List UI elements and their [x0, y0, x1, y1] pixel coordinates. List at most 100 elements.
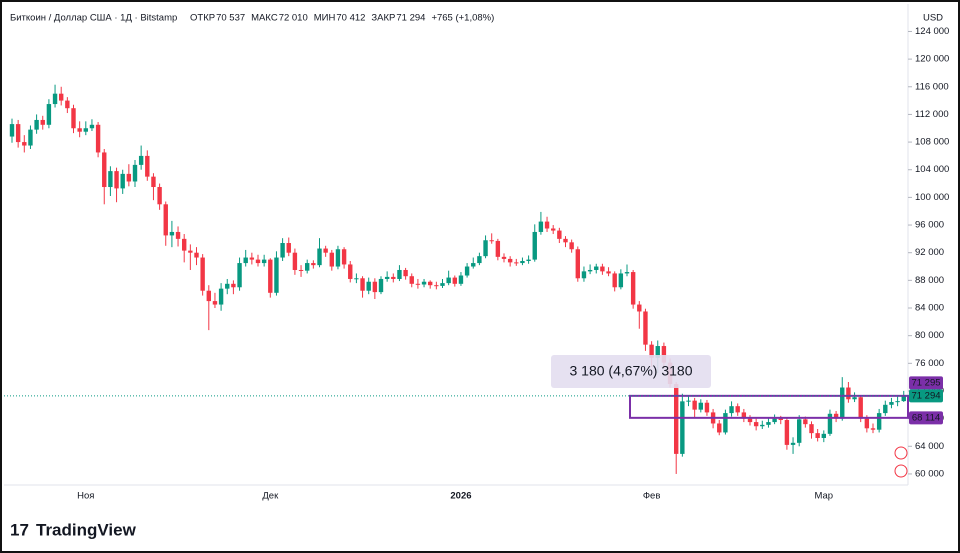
price-label-bg	[909, 376, 943, 390]
header-value: 70 537	[216, 13, 245, 24]
candle-body	[729, 406, 734, 414]
candle-body	[557, 230, 562, 239]
candle-body	[581, 271, 587, 279]
candle-body	[840, 387, 845, 419]
y-tick-label: 120 000	[915, 54, 949, 65]
candle-body	[704, 402, 710, 413]
price-label: 71 295	[911, 377, 940, 388]
candle-body	[329, 252, 334, 267]
candle-body	[624, 272, 630, 274]
candle-body	[883, 404, 888, 414]
candle-body	[268, 259, 273, 293]
candle-body	[864, 418, 870, 429]
candle-body	[200, 257, 205, 291]
candle-body	[384, 276, 390, 279]
candle-body	[46, 104, 52, 125]
candle-body	[637, 304, 642, 312]
candle-body	[790, 442, 796, 445]
candle-body	[753, 422, 759, 427]
candle-body	[298, 269, 304, 271]
y-tick-label: 108 000	[915, 137, 949, 148]
candle-body	[95, 124, 101, 153]
candle-body	[77, 128, 82, 132]
candle-body	[397, 269, 402, 279]
alert-icons	[894, 446, 908, 478]
candle-body	[311, 263, 316, 266]
candle-body	[206, 290, 211, 302]
y-tick-label: 88 000	[915, 275, 944, 286]
candle-body	[723, 413, 728, 433]
candle-body	[778, 418, 783, 421]
measure-bg	[551, 355, 711, 388]
candle-body	[348, 264, 353, 279]
candle-body	[163, 204, 168, 236]
candle-body	[735, 406, 740, 413]
candle-body	[741, 412, 747, 419]
candle-body	[212, 301, 218, 305]
candle-body	[255, 259, 261, 264]
candle-body	[520, 260, 525, 264]
icon	[894, 464, 908, 478]
header-label: ОТКР	[190, 13, 215, 24]
candle-body	[618, 273, 624, 288]
chart-title: Биткоин / Доллар США · 1Д · Bitstamp	[10, 13, 177, 24]
candle-body	[440, 283, 445, 286]
candle-body	[870, 428, 876, 430]
candle-body	[415, 283, 421, 285]
logo-icon: 17	[10, 520, 29, 539]
candle-body	[71, 108, 76, 129]
candle-body	[403, 269, 408, 277]
x-tick-label: Мар	[815, 491, 834, 502]
candle-body	[15, 124, 21, 143]
candle-body	[551, 228, 556, 231]
candle-body	[59, 93, 64, 101]
candle-body	[274, 257, 279, 293]
candle-body	[827, 413, 833, 434]
candle-body	[575, 249, 580, 279]
candle-body	[495, 240, 501, 257]
candle-body	[655, 346, 660, 358]
candle-body	[65, 100, 70, 109]
candle-body	[501, 256, 507, 259]
candle-body	[102, 152, 107, 188]
candle-body	[784, 420, 790, 445]
candle-body	[194, 252, 199, 258]
x-tick-label: 2026	[450, 491, 471, 502]
candle-body	[876, 413, 882, 430]
y-tick-label: 64 000	[915, 441, 944, 452]
candle-body	[218, 288, 224, 305]
measure-label: 3 180 (4,67%) 3180	[570, 363, 693, 379]
candle-body	[372, 281, 378, 293]
candle-body	[846, 387, 851, 400]
candle-body	[680, 401, 685, 454]
candle-body	[335, 249, 341, 267]
candle-body	[538, 221, 544, 232]
candle-body	[661, 346, 667, 363]
candle-body	[231, 283, 236, 288]
plot	[9, 84, 906, 474]
x-tick-label: Фев	[643, 491, 661, 502]
candle-body	[606, 271, 611, 274]
candle-body	[9, 124, 15, 137]
candle-body	[151, 176, 156, 188]
candle-body	[40, 119, 45, 125]
candle-body	[292, 252, 298, 270]
candle-body	[526, 259, 531, 261]
candle-body	[747, 418, 753, 423]
y-tick-label: 104 000	[915, 164, 949, 175]
candle-body	[360, 278, 365, 291]
candle-body	[809, 424, 814, 434]
candle-body	[569, 242, 574, 250]
icon	[894, 446, 908, 460]
y-tick-label: 96 000	[915, 220, 944, 231]
candle-body	[286, 243, 291, 253]
candle-body	[409, 276, 414, 284]
candle-body	[378, 278, 384, 293]
candle-body	[317, 248, 322, 266]
candle-body	[507, 258, 513, 263]
candle-body	[182, 238, 187, 251]
logo: 17 TradingView	[10, 520, 137, 539]
